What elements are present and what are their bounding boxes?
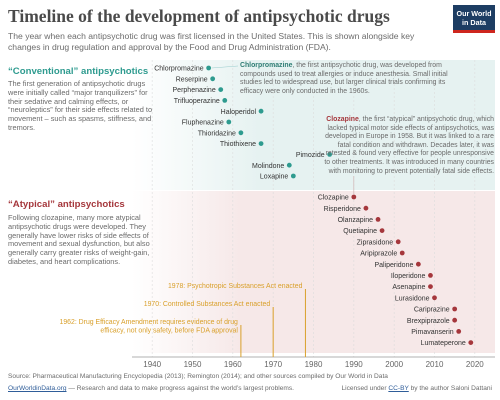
atypical-drug-label: Lumateperone — [421, 340, 466, 347]
conventional-drug-point — [238, 130, 244, 136]
conventional-drug-point — [218, 87, 224, 92]
atypical-drug-point — [395, 239, 401, 245]
atypical-description: Following clozapine, many more atypical … — [8, 213, 150, 266]
event-label: 1970: Controlled Substances Act enacted — [144, 301, 271, 308]
conventional-drug-point — [210, 76, 216, 82]
atypical-drug-label: Quetiapine — [343, 228, 377, 235]
conventional-drug-label: Thiothixene — [220, 141, 256, 148]
source-note: Source: Pharmaceutical Manufacturing Enc… — [8, 373, 388, 380]
footer-site: OurWorldinData.org — Research and data t… — [8, 385, 294, 392]
atypical-drug-label: Pimavanserin — [411, 329, 454, 336]
chlorpromazine-note-name: Chlorpromazine — [240, 62, 293, 69]
conventional-drug-label: Loxapine — [260, 174, 289, 181]
atypical-drug-point — [428, 273, 433, 278]
atypical-drug-point — [456, 329, 462, 334]
conventional-drug-label: Perphenazine — [173, 87, 216, 94]
x-tick-label: 1980 — [305, 360, 323, 369]
conventional-drug-label: Haloperidol — [221, 109, 257, 116]
atypical-drug-point — [363, 205, 369, 211]
x-tick-label: 1940 — [143, 360, 161, 369]
conventional-drug-label: Thioridazine — [198, 130, 236, 137]
owid-logo[interactable]: Our World in Data — [453, 5, 495, 33]
atypical-drug-label: Iloperidone — [391, 273, 426, 280]
event-label: 1962: Drug Efficacy Amendment requires e… — [60, 319, 239, 326]
atypical-drug-point — [415, 261, 421, 267]
chlorpromazine-note: Chlorpromazine, the first antipsychotic … — [240, 62, 455, 96]
site-tagline: — Research and data to make progress aga… — [66, 385, 294, 392]
atypical-drug-label: Aripiprazole — [360, 251, 397, 258]
atypical-drug-point — [351, 194, 357, 200]
conventional-drug-point — [258, 108, 264, 114]
x-tick-label: 2000 — [385, 360, 403, 369]
atypical-drug-label: Olanzapine — [338, 217, 374, 224]
license-suffix: by the author Saloni Dattani — [408, 385, 492, 392]
clozapine-note: Clozapine, the first “atypical” antipsyc… — [324, 116, 494, 176]
atypical-drug-point — [375, 217, 381, 222]
x-tick-label: 1950 — [184, 360, 202, 369]
chlorpromazine-note-text: , the first antipsychotic drug, was deve… — [240, 62, 448, 95]
atypical-drug-label: Risperidone — [324, 206, 361, 213]
atypical-drug-point — [452, 317, 458, 323]
conventional-drug-point — [290, 173, 296, 179]
clozapine-note-text: , the first “atypical” antipsychotic dru… — [324, 116, 494, 175]
x-tick-label: 1970 — [264, 360, 282, 369]
atypical-drug-point — [468, 340, 474, 345]
conventional-drug-label: Molindone — [252, 163, 284, 170]
atypical-drug-label: Clozapine — [318, 195, 349, 202]
atypical-drug-point — [428, 284, 433, 289]
conventional-drug-point — [327, 152, 333, 157]
chart-title: Timeline of the development of antipsych… — [8, 6, 390, 26]
conventional-drug-label: Trifluoperazine — [174, 98, 220, 105]
x-tick-label: 2010 — [426, 360, 444, 369]
conventional-drug-point — [226, 119, 232, 125]
footer-license: Licensed under CC-BY by the author Salon… — [341, 385, 492, 392]
atypical-drug-point — [452, 306, 458, 312]
license-prefix: Licensed under — [341, 385, 389, 392]
atypical-drug-point — [379, 228, 385, 234]
conventional-drug-point — [206, 65, 212, 71]
conventional-description: The first generation of antipsychotic dr… — [8, 79, 153, 132]
event-label: 1978: Psychotropic Substances Act enacte… — [168, 283, 303, 290]
atypical-heading: “Atypical” antipsychotics — [8, 199, 125, 210]
conventional-heading: “Conventional” antipsychotics — [8, 66, 149, 77]
event-label: efficacy, not only safety, before FDA ap… — [100, 328, 238, 335]
chlorpromazine-leader — [211, 65, 239, 69]
x-tick-label: 1960 — [224, 360, 242, 369]
clozapine-note-name: Clozapine — [326, 116, 359, 123]
conventional-drug-label: Chlorpromazine — [154, 66, 204, 73]
atypical-drug-label: Brexpiprazole — [407, 318, 450, 325]
x-tick-label: 1990 — [345, 360, 363, 369]
atypical-drug-label: Asenapine — [392, 284, 425, 291]
chart-subtitle: The year when each antipsychotic drug wa… — [8, 31, 415, 52]
atypical-drug-point — [399, 250, 405, 256]
conventional-drug-point — [258, 141, 264, 147]
atypical-drug-label: Cariprazine — [414, 307, 450, 314]
conventional-drug-label: Pimozide — [296, 152, 325, 159]
atypical-drug-point — [432, 295, 437, 301]
x-tick-label: 2020 — [466, 360, 484, 369]
atypical-drug-label: Lurasidone — [395, 295, 430, 302]
atypical-drug-label: Ziprasidone — [357, 239, 394, 246]
atypical-drug-label: Paliperidone — [374, 262, 413, 269]
conventional-drug-point — [286, 162, 292, 168]
license-link[interactable]: CC-BY — [388, 385, 409, 392]
conventional-drug-label: Fluphenazine — [182, 120, 224, 127]
site-link[interactable]: OurWorldinData.org — [8, 385, 67, 392]
conventional-drug-label: Reserpine — [176, 76, 208, 83]
conventional-drug-point — [222, 98, 228, 103]
